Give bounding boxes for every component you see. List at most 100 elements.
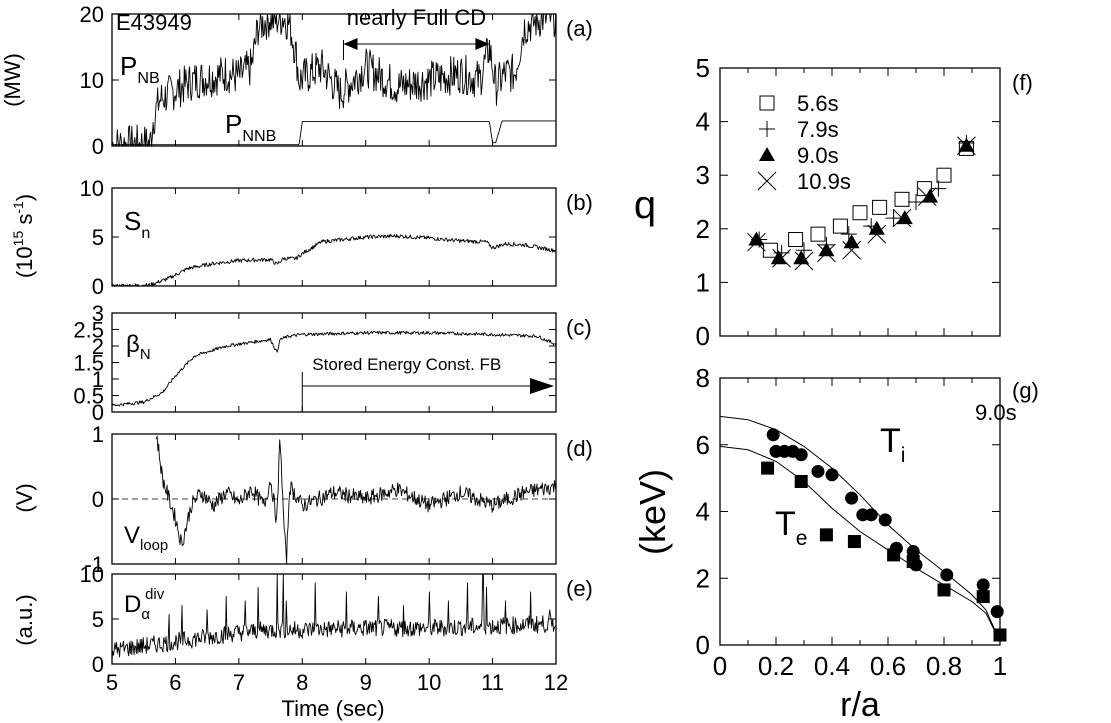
y-tick-label: 5	[92, 607, 104, 632]
point-ti	[766, 428, 780, 442]
point-ti	[845, 491, 859, 505]
x-tick-label: 0	[713, 651, 727, 681]
point-plus	[885, 210, 902, 227]
legend-label-10.9s: 10.9s	[797, 169, 851, 194]
x-tick-label: 1	[993, 651, 1007, 681]
y-tick-label: 2	[696, 563, 710, 593]
point-te	[794, 474, 808, 488]
point-open-square	[872, 199, 888, 215]
y-tick-label: 20	[80, 2, 104, 27]
y-tick-label: 0	[92, 487, 104, 512]
panel-frame	[111, 187, 557, 287]
x-tick-label: 6	[169, 670, 181, 695]
x-tick-label: 9	[360, 670, 372, 695]
y-tick-label: 10	[80, 68, 104, 93]
y-tick-label: 2	[92, 334, 104, 359]
point-filled-triangle	[868, 220, 885, 235]
x-tick-label: 0.2	[758, 651, 794, 681]
time-annotation: 9.0s	[975, 400, 1017, 425]
point-open-square	[832, 218, 848, 234]
panel-a: 0 10 20 (a) E43949 PNB PNNB (MW) nearly Full CD	[0, 2, 593, 159]
point-ti	[990, 605, 1004, 619]
y-tick-label: 4	[696, 497, 710, 527]
series-pnnb	[112, 120, 556, 146]
point-te	[887, 548, 901, 562]
point-x	[892, 208, 912, 228]
y-tick-label: 5	[696, 53, 710, 83]
point-ti	[825, 468, 839, 482]
point-filled-triangle	[770, 250, 787, 265]
x-tick-label: 5	[106, 670, 118, 695]
x-tick-label: 11	[481, 670, 504, 695]
x-tick-label: 0.8	[926, 651, 962, 681]
point-te	[906, 555, 920, 569]
panel-label: (e)	[566, 576, 593, 601]
sn-label: Sn	[124, 206, 150, 242]
point-filled-triangle	[748, 231, 765, 246]
panel-label: (b)	[566, 190, 593, 215]
point-x	[917, 187, 937, 206]
y-tick-label: 0	[92, 400, 104, 425]
te-label: Te	[775, 505, 808, 550]
point-x	[772, 248, 791, 268]
point-filled-triangle	[958, 137, 975, 152]
point-te	[993, 628, 1007, 642]
legend-label-9.0s: 9.0s	[797, 143, 839, 168]
point-x	[957, 136, 976, 156]
shot-label: E43949	[116, 10, 192, 35]
point-ti	[811, 464, 825, 478]
point-plus	[930, 180, 947, 197]
y-tick-label: 2.5	[73, 318, 104, 343]
point-ti	[864, 508, 878, 522]
legend-marker-x	[757, 171, 777, 191]
point-open-square	[810, 226, 826, 242]
point-open-square	[788, 232, 804, 248]
point-x	[747, 232, 766, 252]
point-filled-triangle	[922, 188, 938, 203]
point-x	[817, 243, 836, 263]
y-tick-label: 1	[92, 422, 104, 447]
pnnb-label: PNNB	[225, 109, 276, 145]
y-tick-label: 10	[80, 176, 104, 201]
panel-label: (d)	[566, 436, 593, 461]
x-tick-label: 0.6	[870, 651, 906, 681]
point-x	[794, 251, 814, 271]
panel-c: 00.511.522.53 (c) βN Stored Energy Const. F…	[73, 301, 591, 425]
y-axis-label: (1015 s-1)	[10, 194, 37, 278]
point-te	[819, 528, 833, 542]
point-filled-triangle	[818, 242, 835, 257]
cd-arrow-head-right	[475, 38, 490, 50]
point-ti	[794, 448, 808, 462]
panel-label: (c)	[566, 315, 592, 340]
series-vloop	[155, 435, 557, 565]
y-axis-label: q	[634, 183, 656, 227]
y-tick-label: -1	[84, 552, 104, 577]
panel-b: 0 5 10 (b) Sn (1015 s-1)	[10, 176, 593, 299]
series-βn	[111, 330, 556, 407]
legend-label-7.9s: 7.9s	[797, 117, 839, 142]
cd-arrow-head-left	[343, 38, 358, 50]
y-tick-label: 0	[92, 274, 104, 299]
series-pnb	[111, 13, 557, 147]
y-tick-label: 0	[696, 321, 710, 351]
y-tick-label: 4	[696, 107, 710, 137]
point-open-square	[894, 191, 910, 207]
x-tick-label: 10	[417, 670, 441, 695]
y-tick-label: 5	[92, 225, 104, 250]
y-tick-label: 0	[92, 652, 104, 677]
legend-marker-open-square	[759, 95, 775, 111]
y-axis-label: (a.u.)	[12, 594, 37, 645]
legend-marker-filled-triangle	[759, 147, 775, 161]
y-tick-label: 6	[696, 430, 710, 460]
y-axis-label: (keV)	[632, 469, 673, 555]
dalpha-label: Dαdiv	[124, 587, 165, 623]
series-sn	[112, 234, 557, 287]
point-filled-triangle	[896, 210, 913, 225]
betan-label: βN	[126, 331, 151, 363]
x-tick-label: 0.4	[814, 651, 850, 681]
